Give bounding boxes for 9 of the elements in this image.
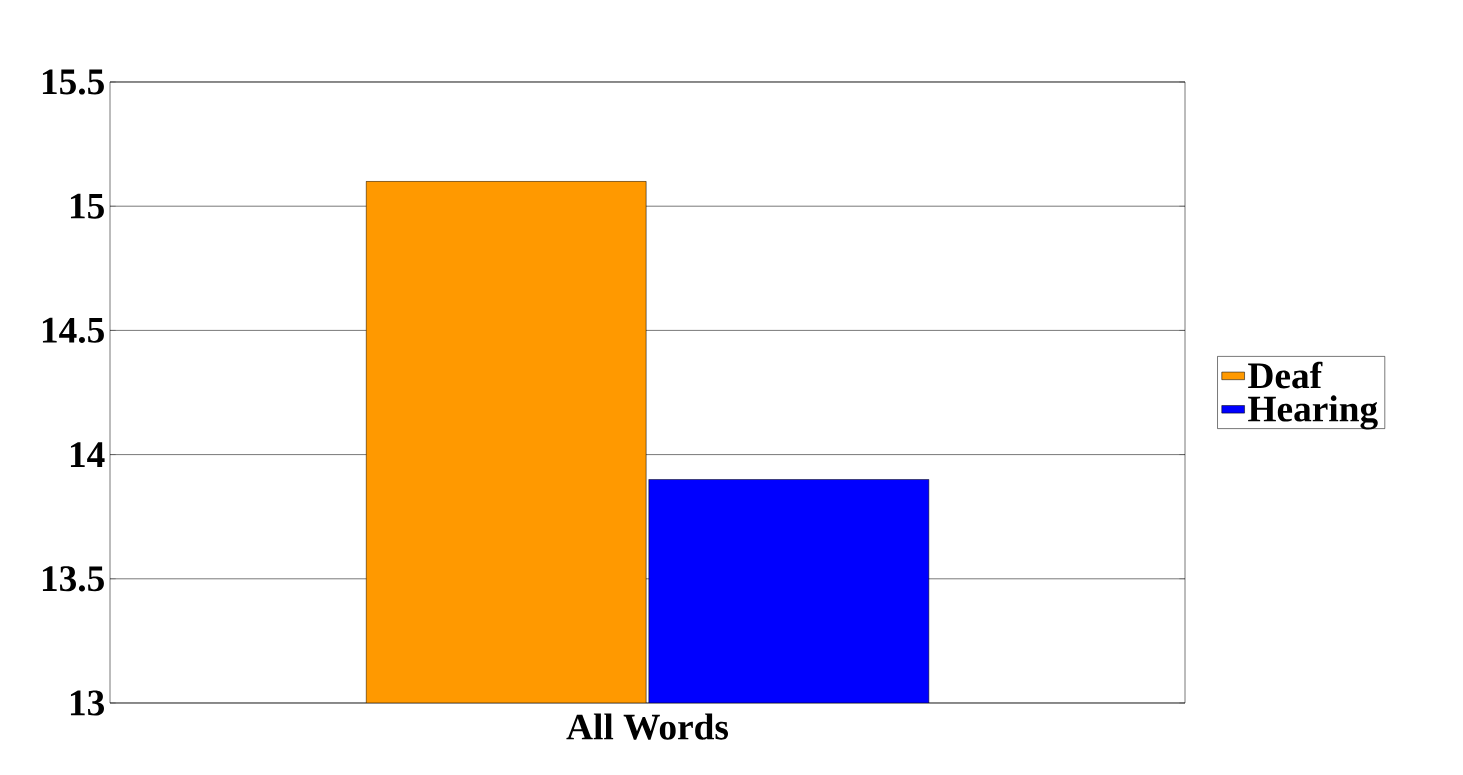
y-tick-label: 14.5: [42, 317, 104, 343]
legend-label: Deaf: [1248, 361, 1323, 389]
y-tick-label: 13: [70, 690, 104, 716]
legend-label: Hearing: [1248, 395, 1378, 430]
y-tick-label: 14: [70, 442, 105, 467]
y-tick-label: 15.5: [42, 69, 104, 95]
x-tick-label: All Words: [566, 713, 729, 740]
y-tick-label: 13.5: [42, 566, 104, 592]
y-tick-label: 15: [70, 193, 104, 219]
